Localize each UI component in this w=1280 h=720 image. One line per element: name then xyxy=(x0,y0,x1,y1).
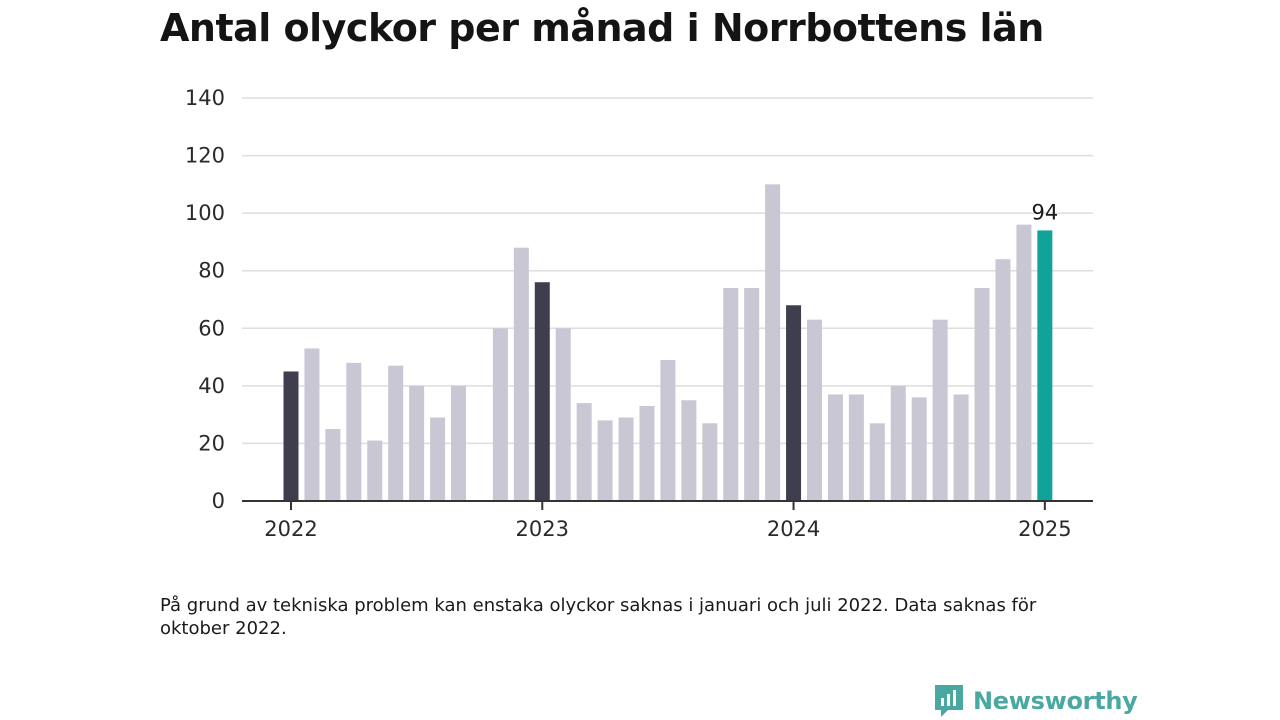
footnote: På grund av tekniska problem kan enstaka… xyxy=(160,595,1037,639)
newsworthy-logo-icon xyxy=(935,685,963,717)
y-axis-ticks: 0 20 40 60 80 100 120 140 xyxy=(185,86,225,513)
brand-name: Newsworthy xyxy=(973,687,1138,715)
bar xyxy=(367,440,383,501)
bar xyxy=(827,394,843,501)
bar xyxy=(974,287,990,501)
bar xyxy=(346,362,362,501)
y-tick-label: 120 xyxy=(185,144,225,168)
bar xyxy=(932,319,948,501)
bar xyxy=(786,305,802,501)
bar xyxy=(744,287,760,501)
bar xyxy=(869,423,885,501)
bar xyxy=(283,371,299,501)
y-tick-label: 40 xyxy=(198,374,225,398)
bar xyxy=(597,420,613,501)
x-axis: 2022 2023 2024 2025 xyxy=(242,500,1093,541)
x-tick-label: 2023 xyxy=(516,517,569,541)
bar xyxy=(995,259,1011,501)
chart-title: Antal olyckor per månad i Norrbottens lä… xyxy=(160,6,1044,50)
bar xyxy=(660,359,676,501)
bar xyxy=(807,319,822,501)
data-label: 94 xyxy=(1031,200,1058,224)
x-tick-label: 2025 xyxy=(1018,517,1071,541)
bar xyxy=(723,287,739,501)
y-tick-label: 0 xyxy=(212,489,225,513)
bar xyxy=(1016,224,1032,501)
data-labels: 94 xyxy=(1031,200,1058,224)
y-tick-label: 20 xyxy=(198,431,225,455)
bar xyxy=(534,282,550,501)
bar xyxy=(325,429,341,501)
bar xyxy=(639,406,655,501)
bar xyxy=(451,385,467,501)
y-tick-label: 60 xyxy=(198,316,225,340)
x-tick-label: 2022 xyxy=(264,517,317,541)
bar xyxy=(953,394,969,501)
x-tick-label: 2024 xyxy=(767,517,820,541)
bar xyxy=(618,417,634,501)
bar xyxy=(765,184,781,501)
bar-chart: 0 20 40 60 80 100 120 140 2022 2023 2024 2025 94 xyxy=(185,86,1093,541)
bar xyxy=(409,385,425,501)
bar xyxy=(848,394,864,501)
y-tick-label: 100 xyxy=(185,201,225,225)
bar xyxy=(702,423,718,501)
bar xyxy=(492,328,508,501)
bars xyxy=(283,184,1053,501)
bar xyxy=(555,328,571,501)
bar xyxy=(388,365,404,501)
bar xyxy=(1037,230,1053,501)
bar xyxy=(430,417,446,501)
bar xyxy=(576,403,592,501)
bar xyxy=(513,247,529,501)
bar xyxy=(304,348,320,501)
y-tick-label: 140 xyxy=(185,86,225,110)
brand-logo: Newsworthy xyxy=(933,682,1138,720)
y-tick-label: 80 xyxy=(198,259,225,283)
bar xyxy=(681,400,697,501)
bar xyxy=(890,385,906,501)
bar xyxy=(911,397,927,501)
